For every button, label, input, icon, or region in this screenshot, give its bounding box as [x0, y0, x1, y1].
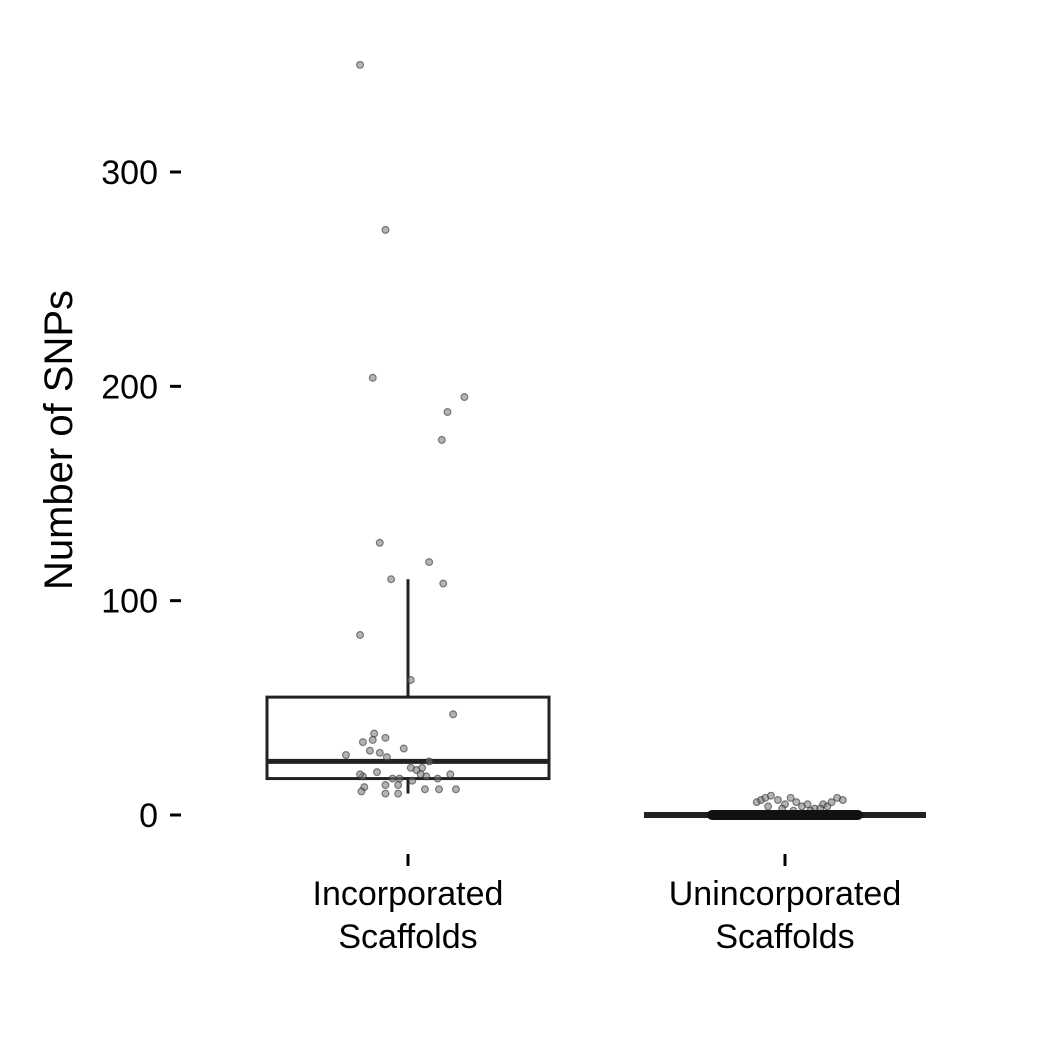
y-tick-label-3: 300 — [101, 154, 158, 192]
point-0-43 — [381, 789, 390, 798]
point-0-1 — [381, 225, 390, 234]
point-0-34 — [433, 774, 442, 783]
point-0-7 — [425, 558, 434, 567]
point-0-13 — [370, 729, 379, 738]
point-0-44 — [394, 789, 403, 798]
point-0-41 — [451, 785, 460, 794]
point-1-9 — [803, 800, 812, 809]
point-0-25 — [406, 763, 415, 772]
point-0-19 — [375, 748, 384, 757]
point-band-zero-1 — [707, 810, 863, 820]
point-0-8 — [387, 575, 396, 584]
point-0-10 — [356, 630, 365, 639]
point-0-30 — [372, 768, 381, 777]
x-tick-label-0-line2: Scaffolds — [338, 918, 477, 956]
point-0-39 — [420, 785, 429, 794]
point-1-7 — [792, 798, 801, 807]
point-0-5 — [437, 435, 446, 444]
x-tick-label-0-line1: Incorporated — [313, 875, 504, 913]
point-0-3 — [460, 393, 469, 402]
point-0-17 — [341, 750, 350, 759]
box-0 — [265, 695, 551, 781]
x-tick-label-1-line1: Unincorporated — [669, 875, 901, 913]
point-0-2 — [368, 373, 377, 382]
x-axis: Incorporated Scaffolds Unincorporated Scaff… — [313, 854, 901, 956]
point-1-15 — [838, 795, 847, 804]
point-0-4 — [443, 408, 452, 417]
point-0-9 — [439, 579, 448, 588]
point-0-37 — [381, 780, 390, 789]
y-tick-label-2: 200 — [101, 368, 158, 406]
point-0-27 — [422, 772, 431, 781]
y-axis: 0 100 200 300 — [101, 154, 181, 835]
y-axis-title: Number of SNPs — [37, 290, 81, 590]
point-0-6 — [375, 538, 384, 547]
point-0-35 — [446, 770, 455, 779]
point-0-42 — [357, 787, 366, 796]
point-0-12 — [449, 710, 458, 719]
point-0-40 — [435, 785, 444, 794]
point-1-4 — [773, 795, 782, 804]
point-0-32 — [395, 774, 404, 783]
point-0-15 — [368, 735, 377, 744]
point-0-11 — [406, 675, 415, 684]
point-0-22 — [425, 757, 434, 766]
point-1-16 — [764, 802, 773, 811]
point-0-14 — [358, 738, 367, 747]
point-0-16 — [381, 733, 390, 742]
point-0-31 — [388, 774, 397, 783]
x-tick-label-1-line2: Scaffolds — [715, 918, 854, 956]
y-tick-label-0: 0 — [139, 797, 158, 835]
point-0-20 — [382, 753, 391, 762]
point-0-0 — [356, 60, 365, 69]
point-0-29 — [356, 770, 365, 779]
point-0-38 — [394, 780, 403, 789]
point-0-33 — [408, 776, 417, 785]
point-0-21 — [399, 744, 408, 753]
point-1-3 — [766, 791, 775, 800]
boxes — [265, 579, 926, 818]
point-1-13 — [827, 798, 836, 807]
point-1-6 — [786, 793, 795, 802]
y-tick-label-1: 100 — [101, 583, 158, 621]
point-0-18 — [365, 746, 374, 755]
data-points — [341, 60, 863, 820]
